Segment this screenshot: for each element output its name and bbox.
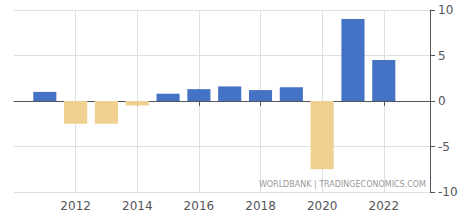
svg-text:2020: 2020 (307, 199, 338, 213)
svg-text:2018: 2018 (245, 199, 276, 213)
svg-text:10: 10 (438, 3, 453, 17)
svg-text:0: 0 (438, 94, 446, 108)
svg-text:WORLDBANK | TRADINGECONOMICS.C: WORLDBANK | TRADINGECONOMICS.COM (259, 180, 426, 189)
svg-text:2014: 2014 (122, 199, 153, 213)
svg-text:-5: -5 (438, 140, 450, 154)
svg-text:2022: 2022 (369, 199, 400, 213)
svg-text:2012: 2012 (60, 199, 91, 213)
svg-text:5: 5 (438, 49, 446, 63)
svg-text:-10: -10 (438, 185, 458, 199)
svg-text:2016: 2016 (184, 199, 215, 213)
